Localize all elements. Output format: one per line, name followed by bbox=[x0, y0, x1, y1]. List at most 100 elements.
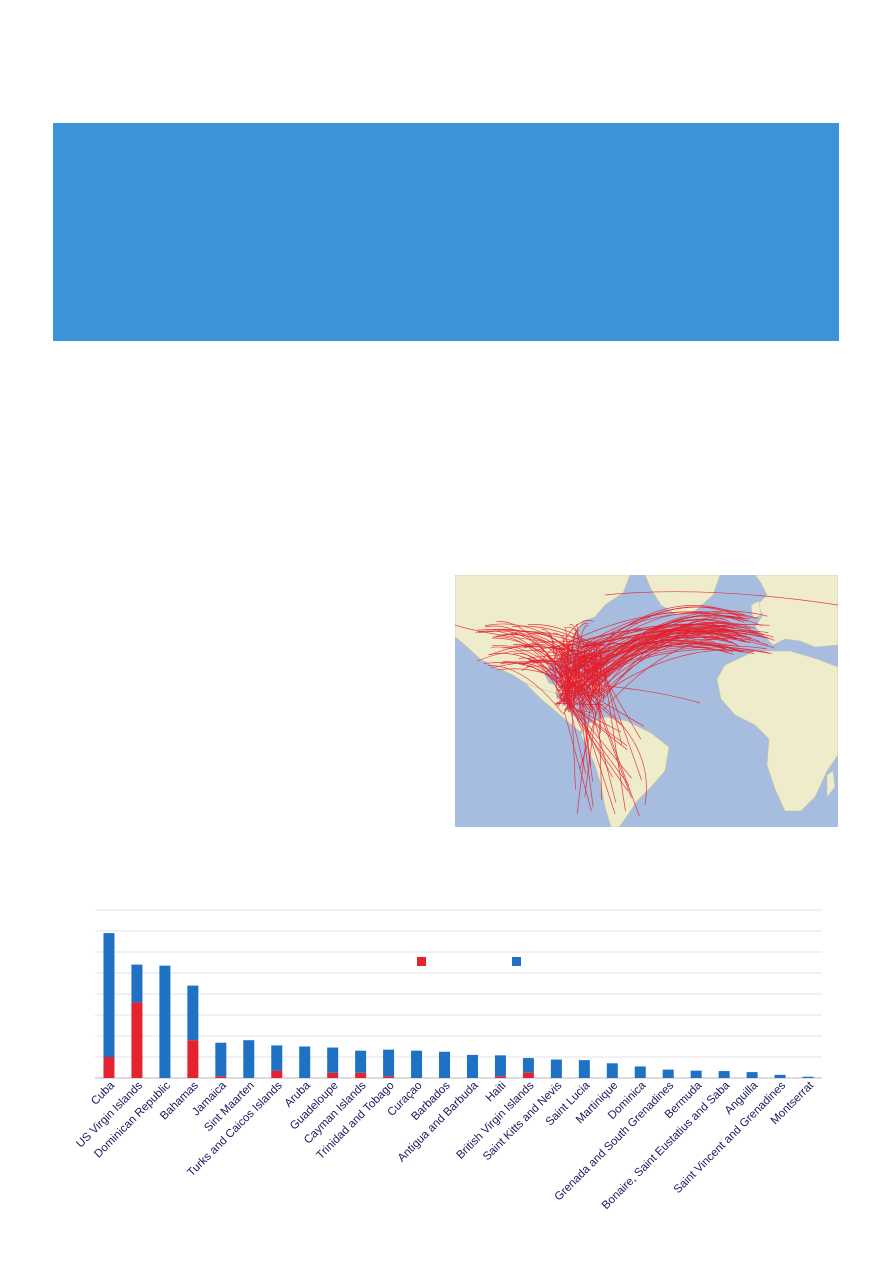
map-graphic bbox=[455, 575, 838, 827]
bar-segment-blue bbox=[439, 1051, 451, 1078]
bar-segment-blue bbox=[411, 1050, 423, 1078]
route-line bbox=[518, 657, 565, 704]
flight-routes-map bbox=[455, 575, 838, 827]
route-line bbox=[564, 712, 592, 812]
chart-gridlines bbox=[95, 909, 822, 1079]
route-line bbox=[560, 620, 594, 647]
bar-segment-red bbox=[131, 1002, 143, 1078]
route-line bbox=[527, 624, 603, 652]
route-line bbox=[557, 626, 748, 698]
route-line bbox=[604, 591, 838, 606]
route-line bbox=[575, 645, 617, 803]
route-line bbox=[558, 669, 564, 692]
bar-segment-blue bbox=[746, 1072, 758, 1078]
bar-segment-red bbox=[355, 1072, 367, 1078]
route-line bbox=[591, 650, 615, 665]
bar-segment-blue bbox=[774, 1074, 786, 1078]
route-line bbox=[562, 670, 596, 715]
route-line bbox=[595, 696, 640, 817]
route-line bbox=[600, 693, 605, 698]
route-line bbox=[601, 668, 605, 673]
route-line bbox=[568, 701, 632, 779]
route-line bbox=[557, 650, 592, 707]
route-line bbox=[558, 689, 573, 702]
route-line bbox=[573, 653, 585, 664]
legend-swatch-blue bbox=[512, 957, 521, 966]
legend-swatch-red bbox=[417, 957, 426, 966]
flight-routes bbox=[455, 591, 838, 817]
bar-segment-blue bbox=[802, 1076, 814, 1078]
route-line bbox=[598, 630, 726, 657]
bar-segment-red bbox=[187, 1040, 199, 1078]
route-line bbox=[579, 623, 760, 709]
bar-segment-red bbox=[271, 1070, 283, 1078]
bar-segment-blue bbox=[662, 1069, 674, 1078]
route-line bbox=[572, 653, 596, 676]
route-line bbox=[575, 644, 602, 668]
route-line bbox=[594, 662, 600, 684]
route-line bbox=[560, 669, 586, 692]
bar-segment-blue bbox=[355, 1050, 367, 1073]
route-line bbox=[576, 624, 774, 651]
bar-segment-blue bbox=[550, 1059, 562, 1078]
route-line bbox=[489, 630, 589, 710]
bar-segment-blue bbox=[690, 1070, 702, 1078]
route-line bbox=[488, 653, 588, 711]
route-line bbox=[537, 644, 604, 651]
route-line bbox=[560, 653, 600, 660]
route-line bbox=[593, 659, 601, 695]
bar-segment-blue bbox=[522, 1058, 534, 1073]
route-line bbox=[564, 676, 591, 711]
bar-segment-red bbox=[383, 1076, 395, 1078]
bar-segment-blue bbox=[187, 985, 199, 1041]
land-masses bbox=[455, 575, 838, 827]
route-line bbox=[476, 650, 560, 662]
route-line bbox=[560, 658, 572, 680]
bar-segment-red bbox=[103, 1057, 115, 1078]
bar-segment-blue bbox=[494, 1055, 506, 1077]
route-line bbox=[554, 685, 630, 786]
route-line bbox=[568, 653, 577, 682]
bar-segment-blue bbox=[159, 965, 171, 1078]
bar-segment-blue bbox=[578, 1060, 590, 1078]
route-line bbox=[572, 693, 575, 713]
route-line bbox=[603, 670, 626, 812]
route-line bbox=[563, 648, 595, 658]
route-line bbox=[598, 624, 728, 696]
category-label: Haiti bbox=[484, 1080, 509, 1105]
route-line bbox=[581, 613, 749, 649]
bar-segment-blue bbox=[327, 1047, 339, 1073]
route-line bbox=[560, 656, 563, 675]
route-line bbox=[594, 699, 647, 806]
route-line bbox=[580, 611, 745, 648]
route-line bbox=[487, 665, 563, 714]
route-line bbox=[563, 698, 629, 792]
route-line bbox=[597, 707, 632, 799]
route-line bbox=[581, 704, 594, 782]
route-line bbox=[577, 672, 597, 715]
bar-segment-blue bbox=[718, 1071, 730, 1078]
route-line bbox=[566, 626, 586, 648]
chart-legend bbox=[417, 957, 521, 966]
bar-segment-blue bbox=[466, 1054, 478, 1078]
route-line bbox=[572, 706, 628, 751]
route-line bbox=[577, 709, 622, 733]
route-line bbox=[590, 646, 593, 658]
route-line bbox=[577, 689, 595, 710]
route-line bbox=[585, 690, 605, 698]
bar-segment-blue bbox=[383, 1049, 395, 1077]
route-line bbox=[492, 628, 570, 654]
route-line bbox=[557, 648, 575, 681]
route-line bbox=[521, 659, 556, 668]
route-line bbox=[562, 685, 613, 778]
route-line bbox=[560, 648, 571, 659]
bar-segment-red bbox=[494, 1076, 506, 1078]
route-line bbox=[594, 684, 701, 704]
route-line bbox=[572, 672, 580, 689]
route-line bbox=[455, 624, 576, 646]
bar-segment-blue bbox=[131, 964, 143, 1003]
bar-segment-blue bbox=[271, 1045, 283, 1071]
route-line bbox=[564, 698, 585, 711]
